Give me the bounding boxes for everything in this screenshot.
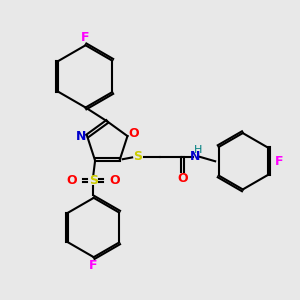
Text: N: N xyxy=(190,150,200,163)
Text: S: S xyxy=(134,150,142,163)
Text: S: S xyxy=(89,174,98,187)
Text: O: O xyxy=(129,127,139,140)
Text: F: F xyxy=(81,31,89,44)
Text: H: H xyxy=(194,146,202,155)
Text: O: O xyxy=(66,174,77,187)
Text: F: F xyxy=(275,155,284,168)
Text: N: N xyxy=(76,130,86,142)
Text: O: O xyxy=(110,174,121,187)
Text: O: O xyxy=(177,172,188,185)
Text: F: F xyxy=(89,259,98,272)
